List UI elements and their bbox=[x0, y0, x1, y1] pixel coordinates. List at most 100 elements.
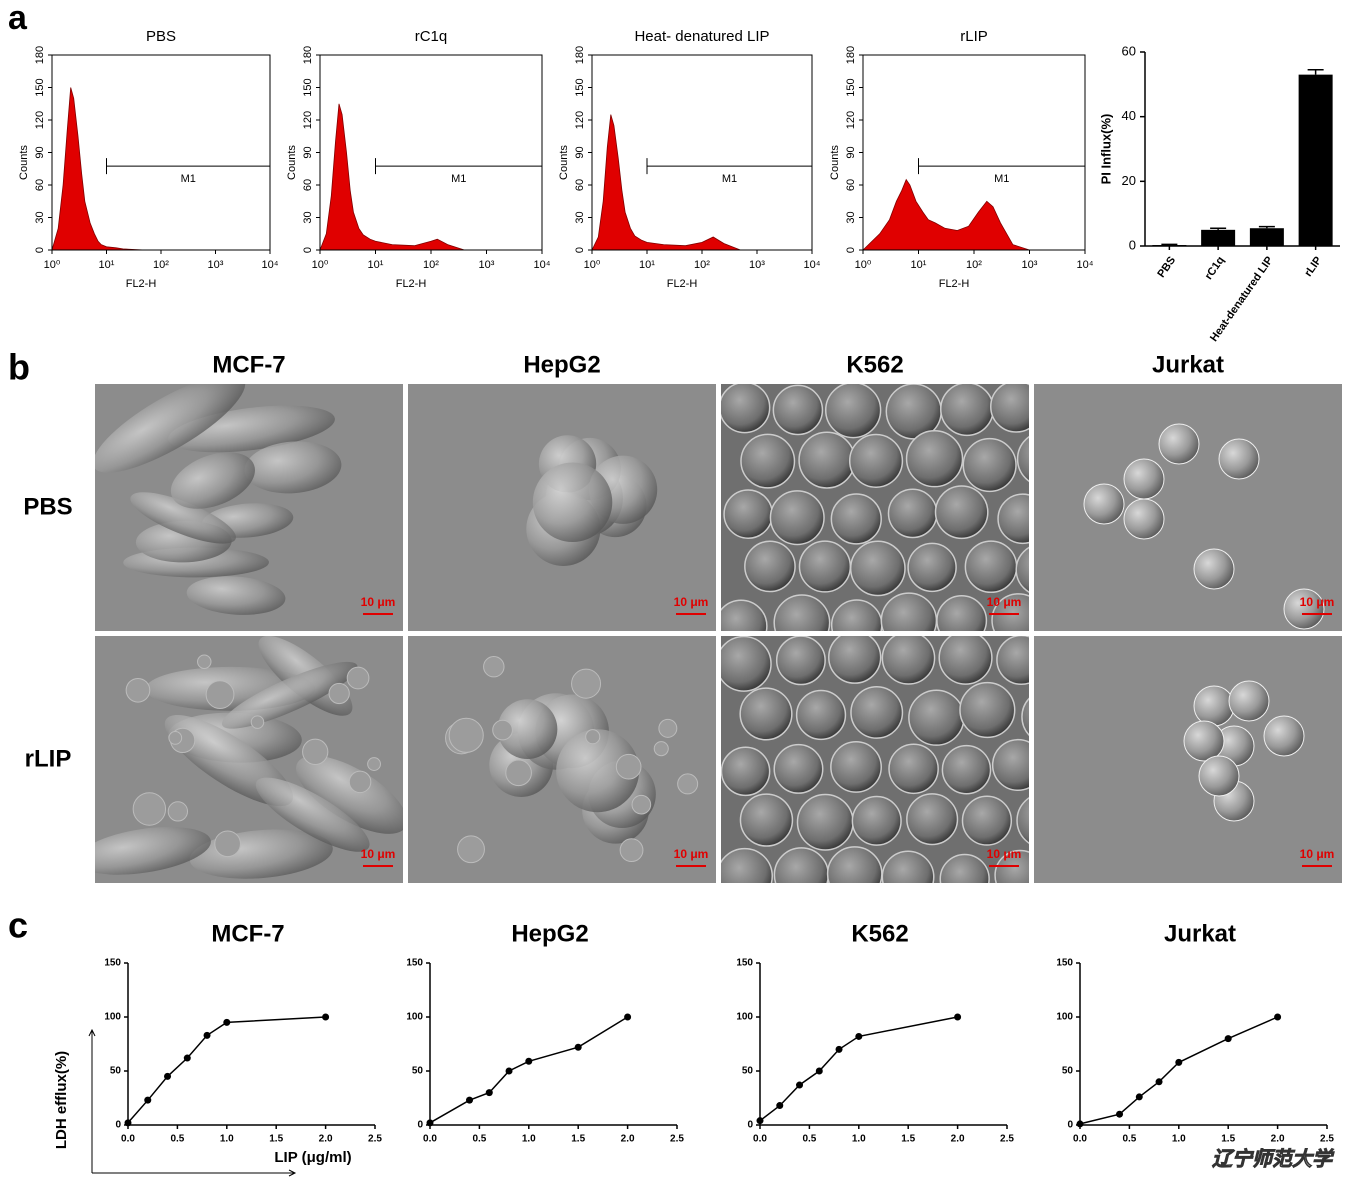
y-tick-label: 0 bbox=[417, 1120, 423, 1131]
data-point bbox=[1155, 1078, 1163, 1086]
y-tick-label: 180 bbox=[845, 46, 857, 64]
panel-label: c bbox=[8, 905, 28, 946]
cell bbox=[1198, 755, 1240, 797]
line-chart: MCF-7 0 50 100 150 0.0 0.5 1.0 1.5 2.0 2.5 LIP (μg/… bbox=[53, 920, 382, 1177]
cell bbox=[95, 826, 211, 875]
x-tick-label: 10³ bbox=[208, 259, 224, 271]
x-tick-label: 10⁴ bbox=[1077, 259, 1094, 271]
cell bbox=[908, 689, 965, 746]
cells bbox=[526, 435, 658, 566]
column-title: Jurkat bbox=[1152, 351, 1224, 378]
data-point bbox=[223, 1018, 231, 1026]
y-tick-label: 60 bbox=[34, 179, 46, 191]
bar bbox=[1152, 245, 1187, 246]
x-tick-label: 2.0 bbox=[1271, 1134, 1285, 1145]
cell bbox=[723, 489, 774, 539]
y-tick-label: 120 bbox=[302, 111, 314, 129]
cell bbox=[740, 433, 796, 489]
data-point bbox=[1135, 1093, 1143, 1101]
y-tick-label: 180 bbox=[574, 46, 586, 64]
cell bbox=[796, 793, 854, 851]
bleb bbox=[346, 666, 370, 690]
cell bbox=[1228, 680, 1270, 722]
data-point bbox=[466, 1096, 474, 1104]
cell bbox=[170, 452, 255, 509]
histogram-area bbox=[862, 178, 1085, 251]
line-chart: Jurkat 0 50 100 150 0.0 0.5 1.0 1.5 2.0 2.5 bbox=[1056, 920, 1334, 1144]
y-axis-label: LDH efflux(%) bbox=[53, 1051, 70, 1149]
cell bbox=[186, 576, 286, 615]
y-tick-label: 150 bbox=[34, 78, 46, 96]
y-tick-label: 120 bbox=[574, 111, 586, 129]
bleb bbox=[302, 738, 329, 765]
cell bbox=[996, 636, 1029, 686]
cell bbox=[936, 595, 988, 631]
x-tick-label: 10² bbox=[153, 259, 169, 271]
x-tick-label: 1.5 bbox=[269, 1134, 283, 1145]
data-line bbox=[759, 1016, 958, 1122]
chart-title: K562 bbox=[851, 920, 908, 947]
line-chart: HepG2 0 50 100 150 0.0 0.5 1.0 1.5 2.0 2.5 bbox=[406, 920, 684, 1144]
data-point bbox=[485, 1089, 493, 1097]
cell bbox=[1263, 715, 1305, 757]
bleb bbox=[492, 719, 513, 741]
histogram-area bbox=[319, 103, 542, 251]
cell bbox=[888, 743, 939, 795]
cell bbox=[1021, 697, 1029, 737]
micrograph: 10 μm bbox=[1034, 384, 1342, 631]
x-tick-label: 1.0 bbox=[852, 1134, 866, 1145]
chart-title: Heat- denatured LIP bbox=[634, 28, 769, 45]
x-axis-label: FL2-H bbox=[126, 278, 157, 290]
gate-marker bbox=[646, 158, 813, 175]
data-line bbox=[1079, 1016, 1278, 1125]
data-line bbox=[429, 1016, 628, 1124]
y-tick-label: 50 bbox=[742, 1066, 754, 1077]
y-tick-label: 120 bbox=[845, 111, 857, 129]
cell bbox=[773, 594, 831, 631]
cells bbox=[95, 384, 342, 615]
cell bbox=[991, 738, 1029, 792]
cell bbox=[906, 793, 959, 846]
data-point bbox=[796, 1081, 804, 1089]
micrograph: 10 μm bbox=[95, 384, 403, 631]
cell bbox=[556, 729, 640, 813]
x-tick-label: 10² bbox=[694, 259, 710, 271]
bleb bbox=[367, 757, 381, 771]
cell bbox=[795, 689, 847, 741]
axis-arrow bbox=[88, 1028, 297, 1177]
y-tick-label: 30 bbox=[302, 211, 314, 223]
cell bbox=[962, 437, 1017, 493]
cell bbox=[850, 685, 904, 739]
cell bbox=[772, 384, 824, 436]
scale-bar-label: 10 μm bbox=[1300, 595, 1335, 609]
cell bbox=[95, 384, 246, 473]
data-point bbox=[624, 1013, 632, 1021]
cells bbox=[721, 384, 1029, 631]
y-tick-label: 0 bbox=[115, 1120, 121, 1131]
column-title: MCF-7 bbox=[212, 351, 285, 378]
cell bbox=[849, 540, 906, 597]
row-label: rLIP bbox=[25, 745, 72, 772]
x-tick-label: 10¹ bbox=[368, 259, 384, 271]
data-point bbox=[426, 1119, 434, 1127]
x-tick-label: 1.5 bbox=[571, 1134, 585, 1145]
cell bbox=[990, 384, 1029, 433]
bleb bbox=[214, 830, 241, 858]
y-tick-label: 50 bbox=[1062, 1066, 1074, 1077]
bleb bbox=[197, 654, 212, 670]
y-tick-label: 60 bbox=[845, 179, 857, 191]
x-tick-label: PBS bbox=[1155, 255, 1178, 280]
x-tick-label: 10⁴ bbox=[262, 259, 279, 271]
data-point bbox=[776, 1102, 784, 1110]
y-tick-label: 150 bbox=[736, 958, 753, 969]
y-tick-label: 30 bbox=[574, 211, 586, 223]
cell bbox=[773, 847, 830, 883]
cell bbox=[828, 636, 882, 684]
cell bbox=[1083, 483, 1125, 525]
y-axis-label: Counts bbox=[286, 145, 298, 180]
cell bbox=[991, 593, 1029, 631]
bleb bbox=[328, 682, 350, 705]
y-axis-label: PI Influx(%) bbox=[1098, 114, 1113, 185]
